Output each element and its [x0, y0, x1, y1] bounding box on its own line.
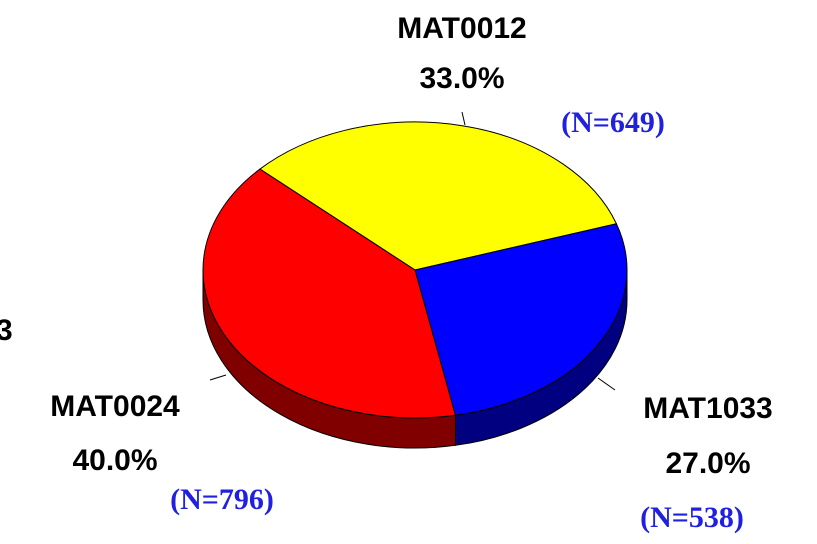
- value-label: 40.0%: [72, 444, 157, 477]
- slice-label: MAT0024: [50, 390, 180, 423]
- annotation: 3: [0, 314, 13, 347]
- count-label: (N=538): [640, 501, 744, 534]
- leader-line: [209, 374, 227, 381]
- value-label: 27.0%: [665, 447, 750, 480]
- count-label: (N=649): [561, 106, 665, 139]
- pie-slice: [414, 223, 628, 416]
- leader-line: [461, 111, 466, 126]
- count-label: (N=796): [170, 483, 274, 516]
- pie-slice: [259, 121, 618, 271]
- pie-slice: [202, 168, 457, 419]
- leader-line: [597, 377, 616, 391]
- value-label: 33.0%: [419, 62, 504, 95]
- slice-label: MAT0012: [397, 12, 527, 45]
- slice-label: MAT1033: [643, 392, 773, 425]
